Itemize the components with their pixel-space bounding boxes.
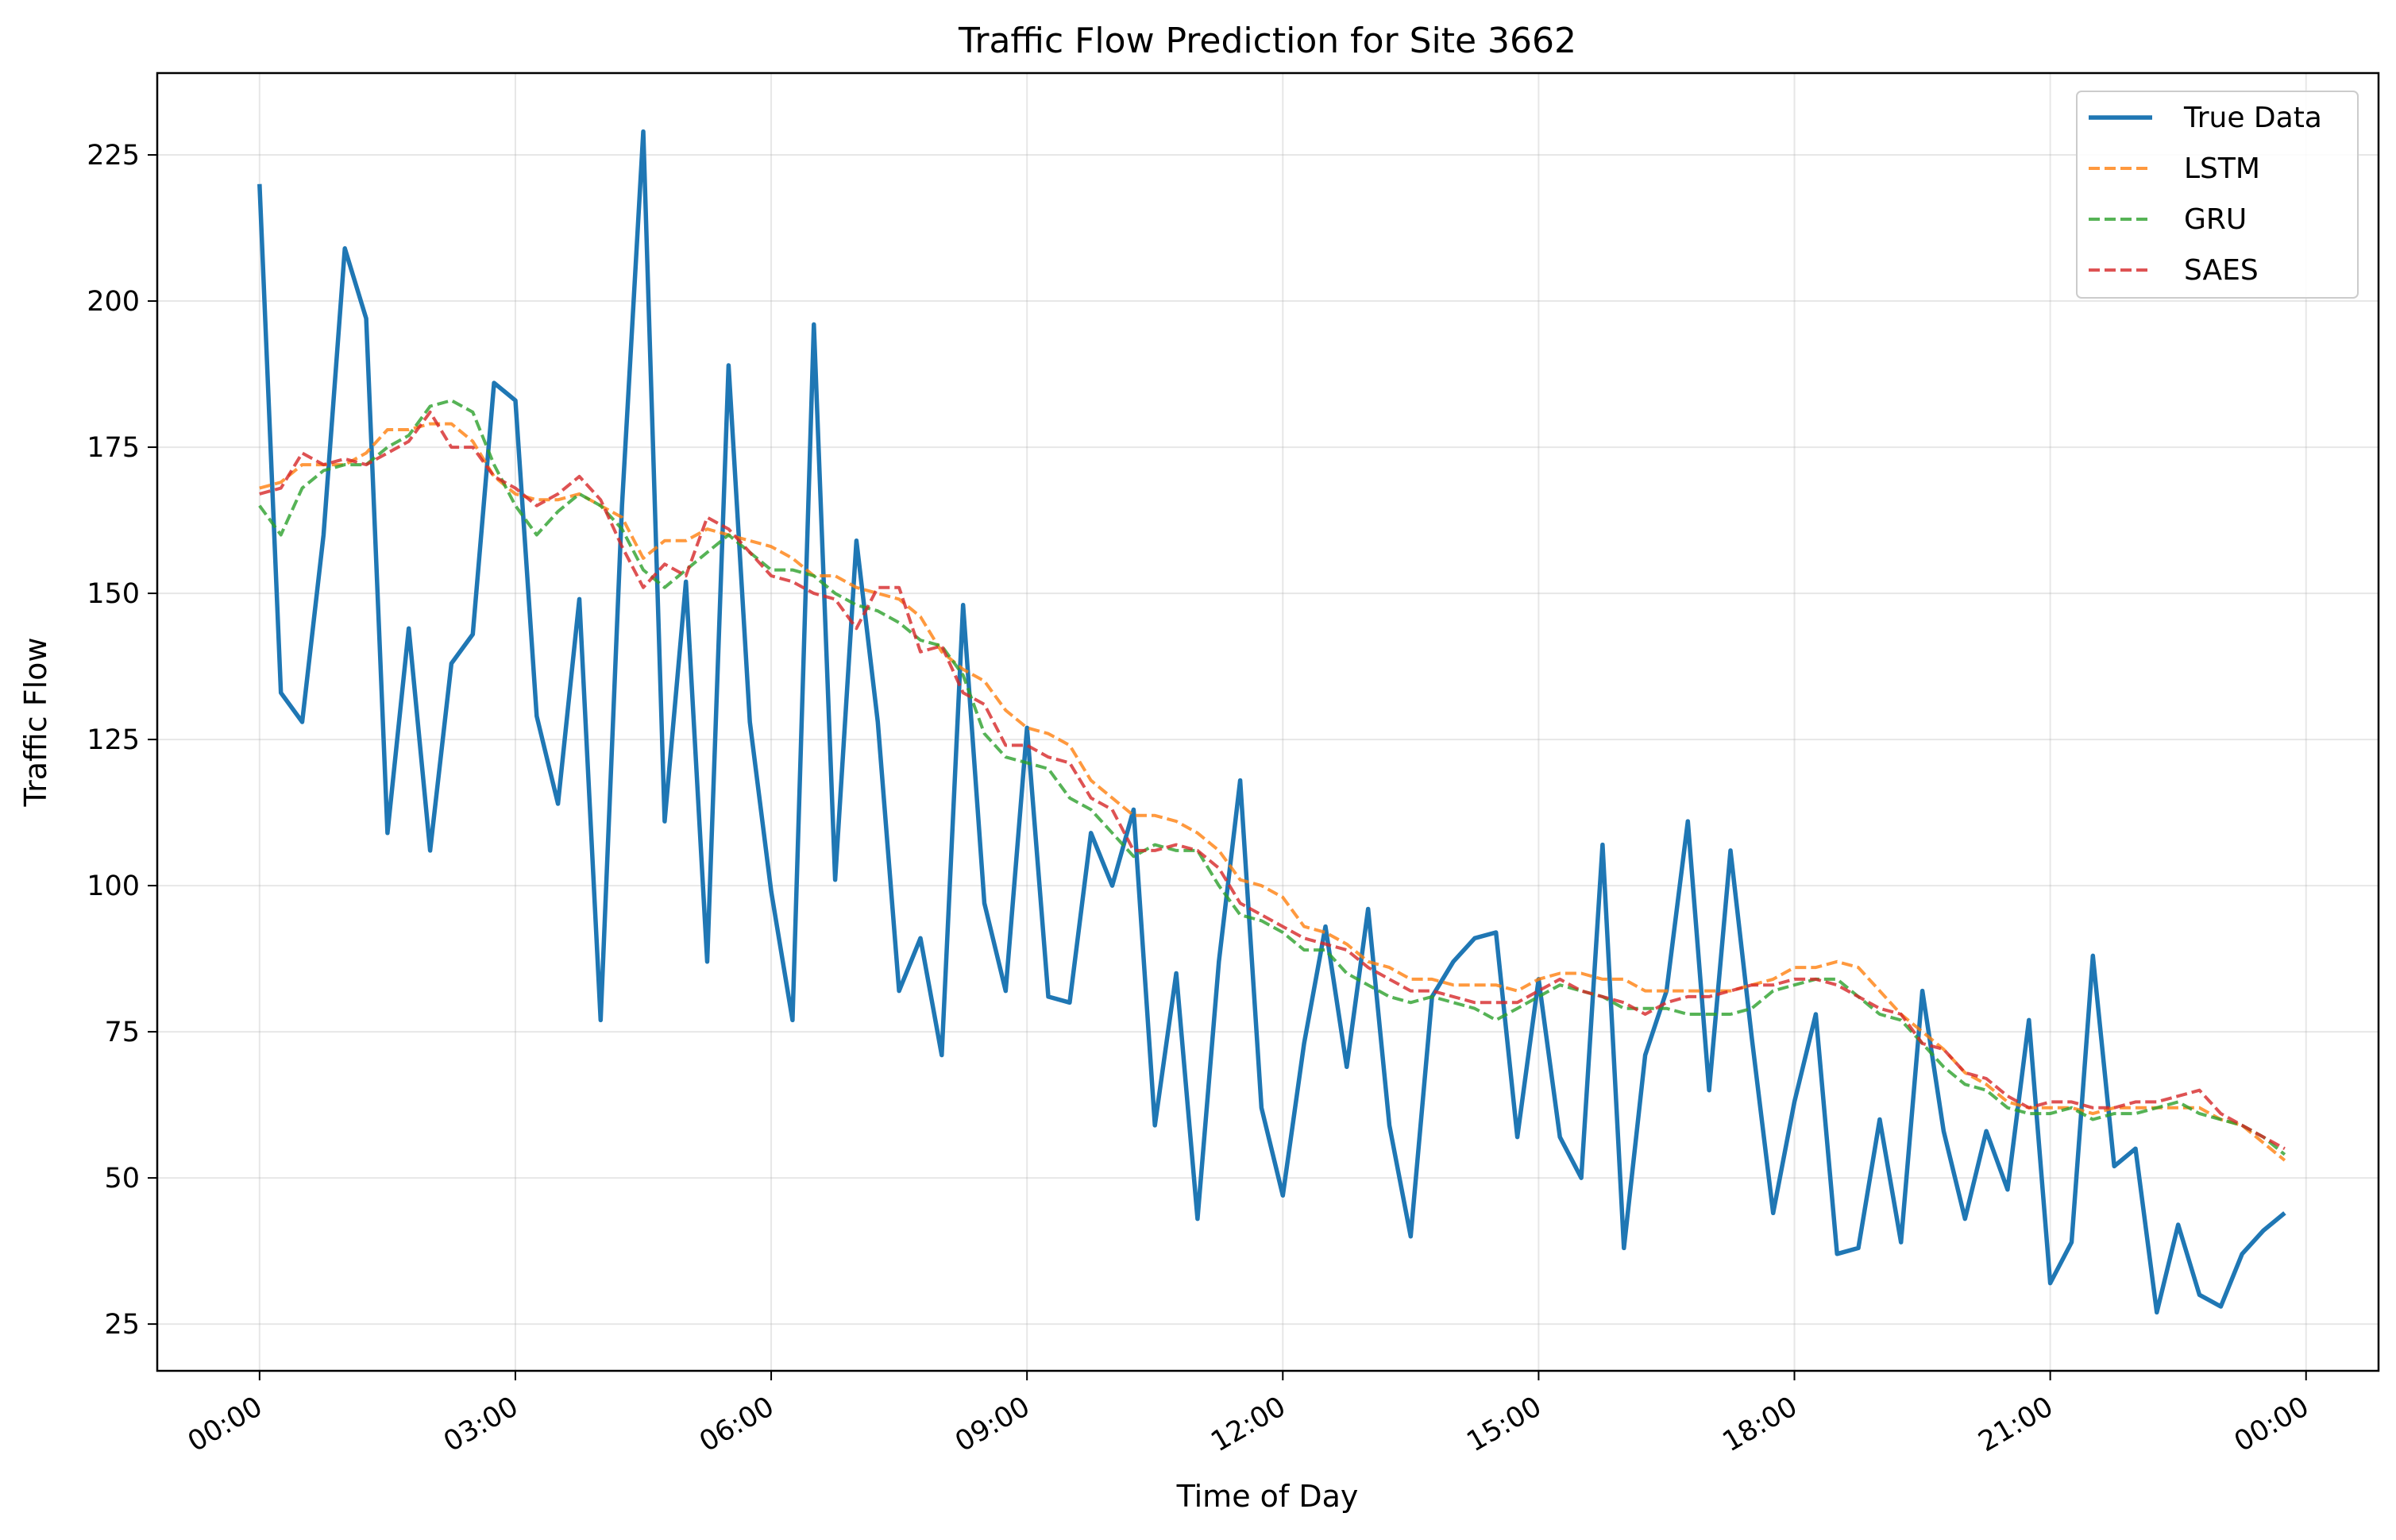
legend-label-saes: SAES: [2184, 254, 2259, 287]
series-line-gru: [258, 399, 2286, 1156]
series-lines: [257, 129, 2286, 1315]
y-tick-label: 175: [87, 432, 140, 464]
y-axis: 25 50 75 100 125 150 175 200 225: [87, 140, 157, 1341]
legend-box: [2076, 91, 2359, 299]
y-axis-title: Traffic Flow: [18, 638, 53, 808]
y-tick-label: 225: [87, 140, 140, 172]
y-tick-label: 200: [87, 286, 140, 318]
y-tick-label: 125: [87, 724, 140, 756]
y-tick-label: 100: [87, 870, 140, 902]
series-line-true-data: [257, 129, 2286, 1315]
legend-label-true-data: True Data: [2183, 102, 2322, 134]
chart-title: Traffic Flow Prediction for Site 3662: [958, 21, 1576, 61]
series-line-lstm: [259, 422, 2286, 1162]
series-line-saes: [259, 410, 2286, 1151]
legend: True Data LSTM GRU SAES: [2076, 91, 2359, 299]
y-tick-label: 75: [104, 1017, 140, 1048]
legend-label-lstm: LSTM: [2184, 152, 2260, 185]
legend-label-gru: GRU: [2184, 203, 2247, 236]
y-tick-label: 150: [87, 578, 140, 610]
y-tick-label: 50: [104, 1163, 140, 1195]
x-axis-title: Time of Day: [1176, 1479, 1359, 1514]
y-tick-label: 25: [104, 1309, 140, 1341]
plot-frame: [156, 71, 2380, 1372]
